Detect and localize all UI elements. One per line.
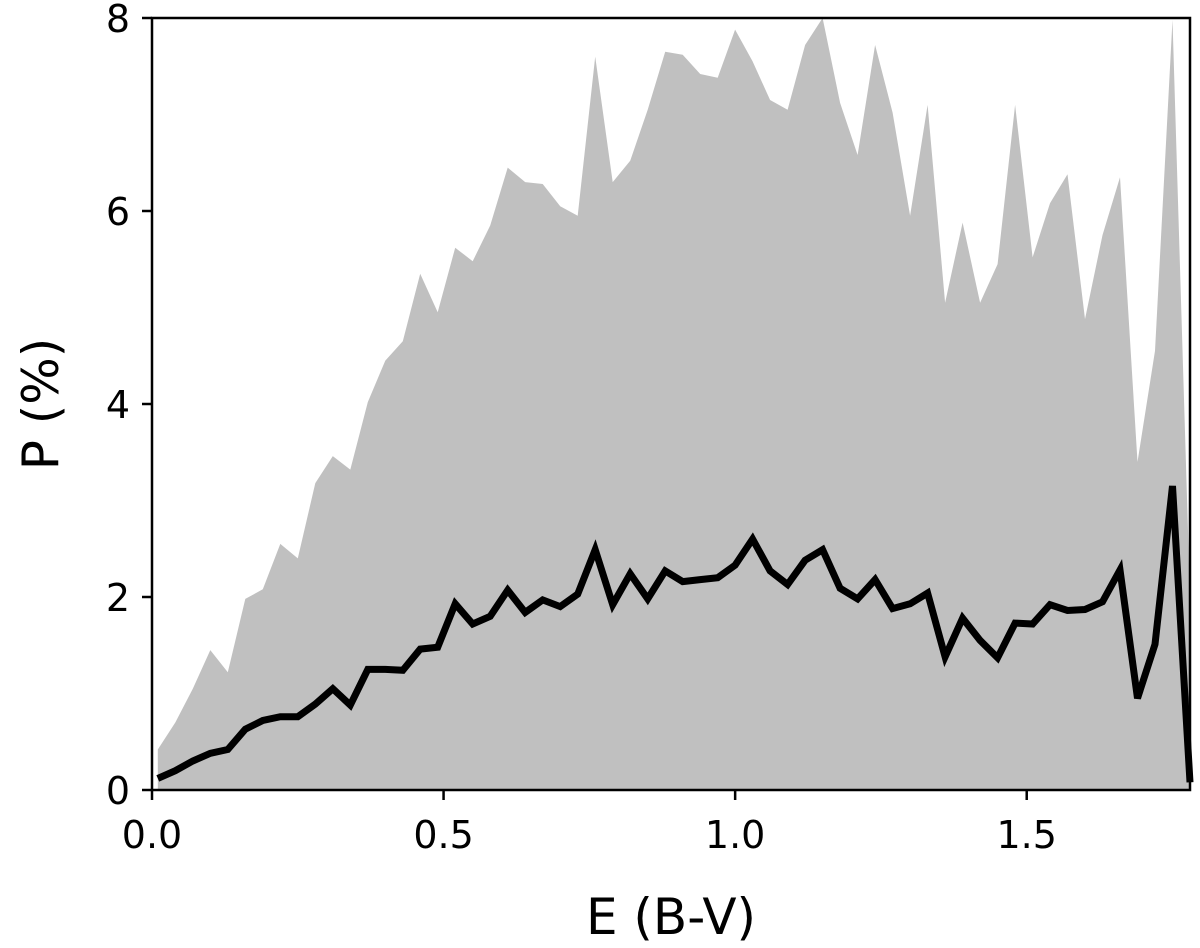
x-tick-label: 0.0 (122, 813, 182, 857)
y-axis: 0 2 4 6 8 (106, 0, 152, 813)
y-axis-label: P (%) (12, 338, 70, 471)
x-axis: 0.0 0.5 1.0 1.5 (122, 790, 1057, 857)
y-tick-label: 0 (106, 769, 130, 813)
x-tick-label: 0.5 (413, 813, 473, 857)
x-axis-label: E (B-V) (586, 888, 756, 946)
y-tick-label: 6 (106, 190, 130, 234)
y-tick-label: 2 (106, 576, 130, 620)
x-tick-label: 1.5 (997, 813, 1057, 857)
y-tick-label: 8 (106, 0, 130, 41)
plot-area (156, 18, 1194, 790)
envelope-band (157, 18, 1190, 790)
x-tick-label: 1.0 (705, 813, 765, 857)
y-tick-label: 4 (106, 383, 130, 427)
series-line (156, 485, 1194, 783)
